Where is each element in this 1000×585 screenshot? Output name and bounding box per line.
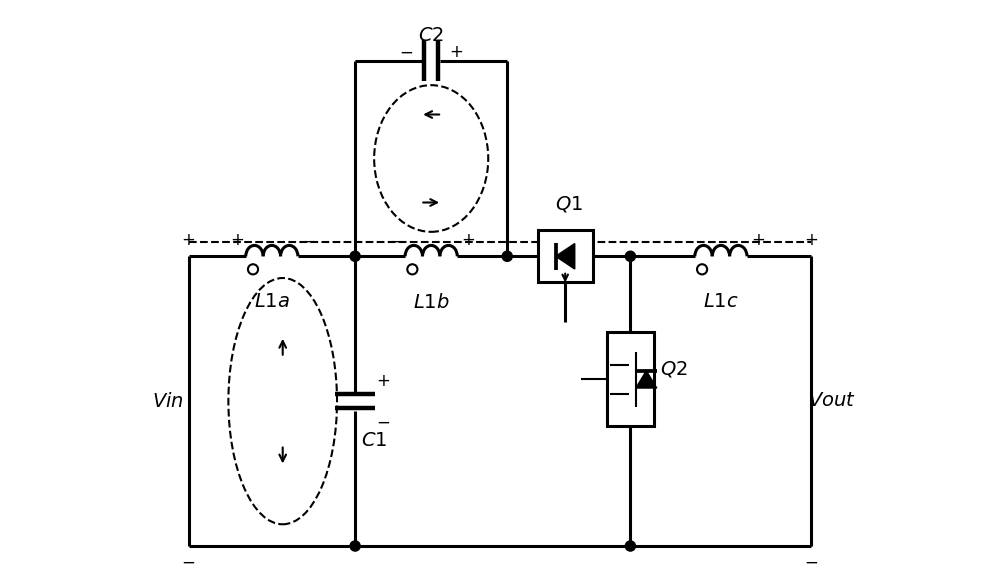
Text: $-$: $-$ [399, 43, 413, 61]
Text: $-$: $-$ [804, 553, 819, 571]
Text: $-$: $-$ [302, 231, 316, 249]
Circle shape [350, 541, 360, 551]
Text: $L1c$: $L1c$ [703, 292, 739, 311]
Bar [607, 332, 654, 426]
Text: $Q2$: $Q2$ [660, 359, 687, 378]
Text: $L1a$: $L1a$ [254, 292, 290, 311]
Text: $L1b$: $L1b$ [413, 292, 450, 311]
Text: $+$: $+$ [804, 231, 819, 249]
Text: $+$: $+$ [230, 231, 244, 249]
Text: $+$: $+$ [751, 231, 765, 249]
Polygon shape [636, 371, 657, 388]
Text: $+$: $+$ [181, 231, 196, 249]
Bar [538, 230, 593, 283]
Polygon shape [556, 243, 575, 269]
Text: $Vout$: $Vout$ [808, 392, 856, 410]
Text: $-$: $-$ [181, 553, 196, 571]
Text: $+$: $+$ [461, 231, 475, 249]
Text: $+$: $+$ [376, 372, 390, 390]
Circle shape [625, 541, 635, 551]
Text: $+$: $+$ [449, 43, 464, 61]
Circle shape [350, 251, 360, 261]
Text: $C1$: $C1$ [361, 432, 387, 450]
Circle shape [625, 251, 635, 261]
Text: $Vin$: $Vin$ [152, 391, 184, 411]
Circle shape [502, 251, 512, 261]
Text: $Q1$: $Q1$ [555, 194, 583, 214]
Text: $-$: $-$ [389, 231, 404, 249]
Text: $C2$: $C2$ [418, 27, 444, 45]
Text: $-$: $-$ [376, 412, 390, 431]
